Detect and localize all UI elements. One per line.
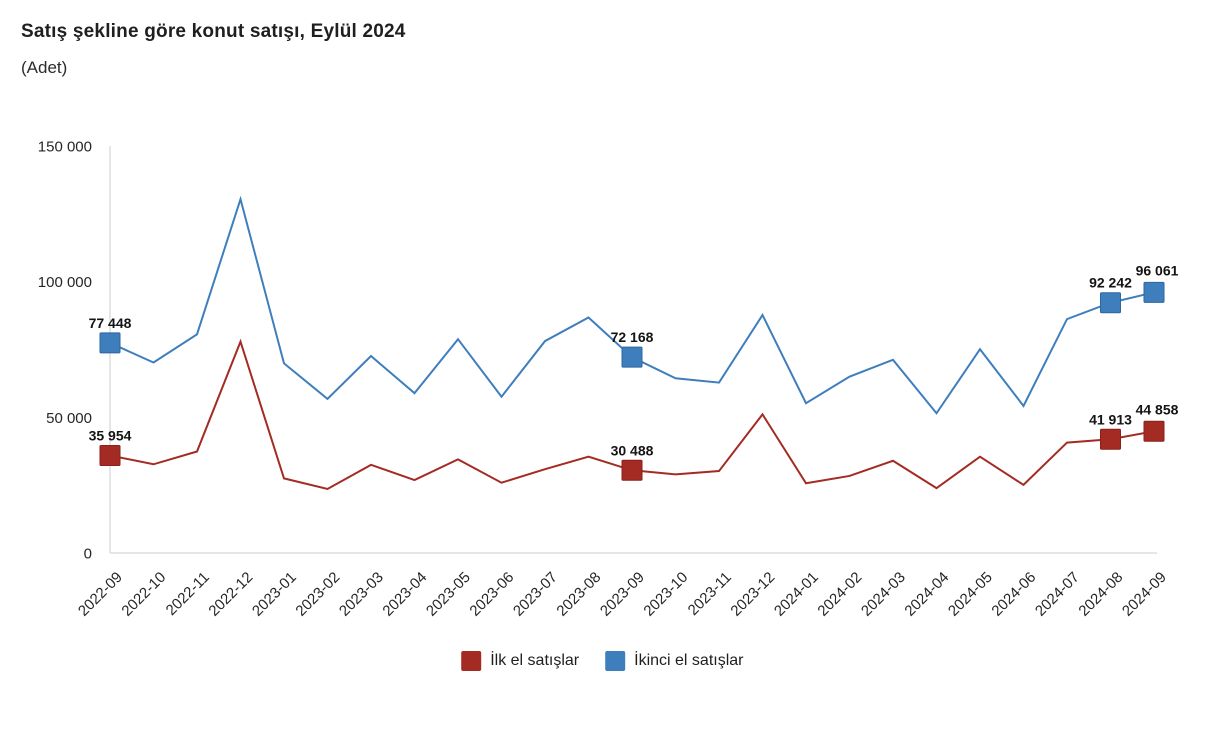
legend-item-ikinci-el-satislar[interactable]: İkinci el satışlar — [605, 651, 744, 671]
x-tick-label: 2023-10 — [640, 569, 691, 620]
point-label-ilk-el-satislar-2024-08: 41 913 — [1089, 411, 1132, 427]
marker-ilk-el-satislar-2022-09[interactable] — [99, 444, 121, 466]
marker-ikinci-el-satislar-2024-09[interactable] — [1143, 281, 1165, 303]
x-tick-label: 2023-12 — [727, 569, 778, 620]
x-tick-label: 2024-09 — [1119, 569, 1170, 620]
x-tick-label: 2022-11 — [163, 569, 213, 619]
legend-swatch-ilk-el-icon — [461, 651, 482, 671]
x-tick-label: 2024-08 — [1075, 569, 1126, 620]
marker-ilk-el-satislar-2023-09[interactable] — [621, 459, 643, 481]
x-tick-label: 2024-06 — [988, 569, 1039, 620]
x-tick-label: 2023-09 — [597, 569, 648, 620]
x-tick-label: 2024-07 — [1032, 569, 1083, 620]
x-tick-label: 2024-02 — [814, 569, 865, 620]
point-label-ilk-el-satislar-2024-09: 44 858 — [1136, 401, 1179, 417]
point-label-ilk-el-satislar-2023-09: 30 488 — [611, 442, 654, 458]
legend-item-ilk-el-satislar[interactable]: İlk el satışlar — [461, 651, 579, 671]
y-tick-label: 100 000 — [38, 274, 92, 291]
x-tick-label: 2024-01 — [771, 569, 822, 620]
x-tick-label: 2023-02 — [292, 569, 343, 620]
point-label-ikinci-el-satislar-2023-09: 72 168 — [611, 329, 654, 345]
x-tick-label: 2023-08 — [553, 569, 604, 620]
marker-ilk-el-satislar-2024-08[interactable] — [1100, 428, 1121, 450]
x-tick-label: 2023-03 — [336, 569, 387, 620]
y-tick-label: 150 000 — [38, 139, 92, 156]
marker-ikinci-el-satislar-2022-09[interactable] — [99, 332, 121, 354]
legend-label-ilk-el: İlk el satışlar — [490, 652, 580, 669]
x-tick-label: 2023-06 — [466, 569, 517, 620]
y-tick-label: 0 — [84, 546, 92, 563]
point-label-ikinci-el-satislar-2024-08: 92 242 — [1089, 275, 1132, 291]
x-tick-label: 2022-10 — [118, 569, 169, 620]
legend-swatch-ikinci-el-icon — [605, 651, 626, 671]
marker-ikinci-el-satislar-2024-08[interactable] — [1100, 292, 1121, 314]
x-tick-label: 2022-09 — [75, 569, 126, 620]
chart-legend: İlk el satışlar İkinci el satışlar — [461, 651, 744, 671]
point-label-ilk-el-satislar-2022-09: 35 954 — [89, 427, 132, 443]
x-tick-label: 2024-04 — [901, 569, 952, 620]
x-tick-label: 2023-05 — [423, 569, 474, 620]
point-label-ikinci-el-satislar-2024-09: 96 061 — [1136, 262, 1179, 278]
marker-ikinci-el-satislar-2023-09[interactable] — [621, 346, 643, 368]
chart-title: Satış şekline göre konut satışı, Eylül 2… — [21, 21, 406, 42]
y-tick-label: 50 000 — [46, 410, 92, 427]
x-tick-label: 2023-04 — [379, 569, 430, 620]
x-tick-label: 2024-03 — [858, 569, 909, 620]
x-tick-label: 2022-12 — [205, 569, 256, 620]
legend-label-ikinci-el: İkinci el satışlar — [634, 652, 744, 669]
x-tick-label: 2023-11 — [685, 569, 735, 619]
x-tick-label: 2023-07 — [510, 569, 561, 620]
series-line-ikinci-el-satislar[interactable] — [109, 195, 1155, 415]
x-tick-label: 2023-01 — [249, 569, 300, 620]
chart-subtitle: (Adet) — [21, 58, 68, 77]
marker-ilk-el-satislar-2024-09[interactable] — [1143, 420, 1165, 442]
x-tick-label: 2024-05 — [945, 569, 996, 620]
point-label-ikinci-el-satislar-2022-09: 77 448 — [89, 315, 132, 331]
